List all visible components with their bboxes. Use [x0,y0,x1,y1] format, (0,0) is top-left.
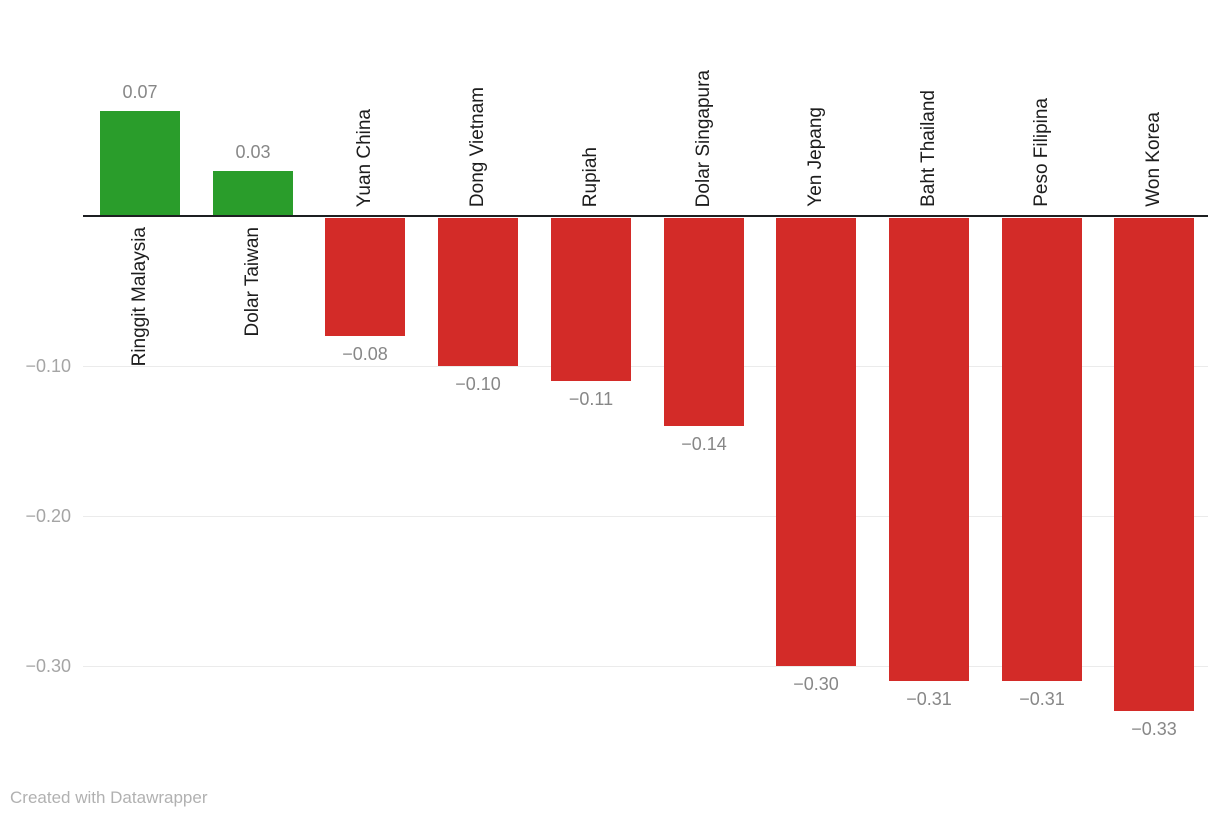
bar-category-label: Dolar Taiwan [242,227,263,337]
bar-value-label: 0.03 [235,142,271,162]
bar-value-label: −0.10 [455,374,501,394]
bar-category-label: Yen Jepang [805,107,826,207]
y-axis-tick-label: −0.20 [25,506,71,526]
bar-value-label: −0.14 [681,434,727,454]
datawrapper-credit-link[interactable]: Created with Datawrapper [10,788,208,807]
bar-rupiah [551,218,631,381]
bar-dolar-singapura [664,218,744,426]
bar-category-label: Rupiah [580,146,601,207]
bar-baht-thailand [889,218,969,681]
bar-category-label: Baht Thailand [918,90,939,207]
gridline [83,666,1208,667]
bar-value-label: −0.30 [793,674,839,694]
bar-peso-filipina [1002,218,1082,681]
y-axis-tick-label: −0.10 [25,356,71,376]
bar-value-label: −0.33 [1131,719,1177,739]
bar-category-label: Yuan China [354,108,375,207]
bar-category-label: Won Korea [1143,112,1164,207]
bar-dolar-taiwan [213,171,293,216]
bar-category-label: Ringgit Malaysia [129,227,150,367]
gridline [83,516,1208,517]
bar-category-label: Peso Filipina [1031,98,1052,207]
bar-value-label: −0.08 [342,344,388,364]
bar-value-label: −0.11 [568,389,614,409]
bar-value-label: 0.07 [122,82,158,102]
bar-category-label: Dong Vietnam [467,86,488,207]
gridline [83,366,1208,367]
y-axis-tick-label: −0.30 [25,656,71,676]
bar-value-label: −0.31 [906,689,952,709]
zero-baseline [83,215,1208,217]
bar-won-korea [1114,218,1194,711]
bar-category-label: Dolar Singapura [693,69,714,207]
bar-yen-jepang [776,218,856,666]
bar-ringgit-malaysia [100,111,180,216]
bar-yuan-china [325,218,405,336]
bar-dong-vietnam [438,218,518,366]
bar-value-label: −0.31 [1019,689,1065,709]
